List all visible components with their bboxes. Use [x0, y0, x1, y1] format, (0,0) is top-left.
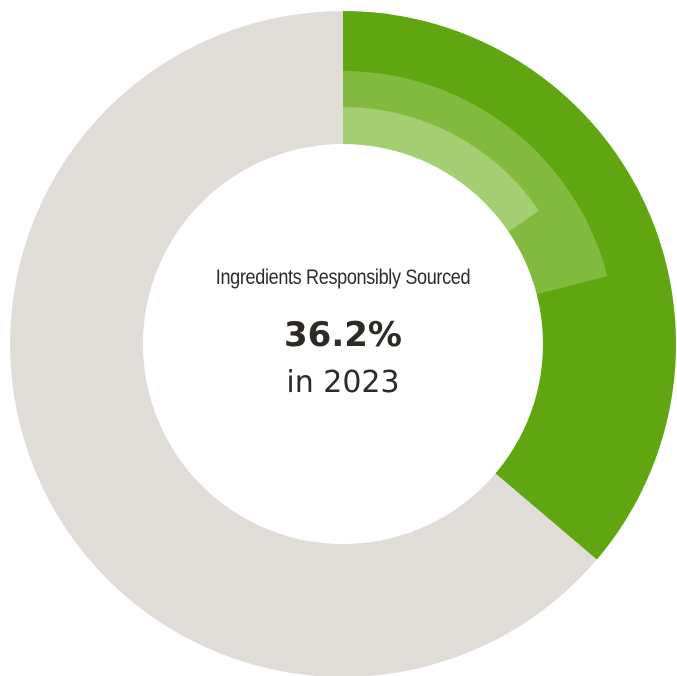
percent-value: 36.2%	[284, 315, 402, 355]
center-label: Ingredients Responsibly Sourced 36.2% in…	[143, 255, 543, 403]
chart-title: Ingredients Responsibly Sourced	[215, 266, 471, 289]
donut-hole	[143, 144, 543, 544]
year-label: in 2023	[286, 365, 400, 400]
